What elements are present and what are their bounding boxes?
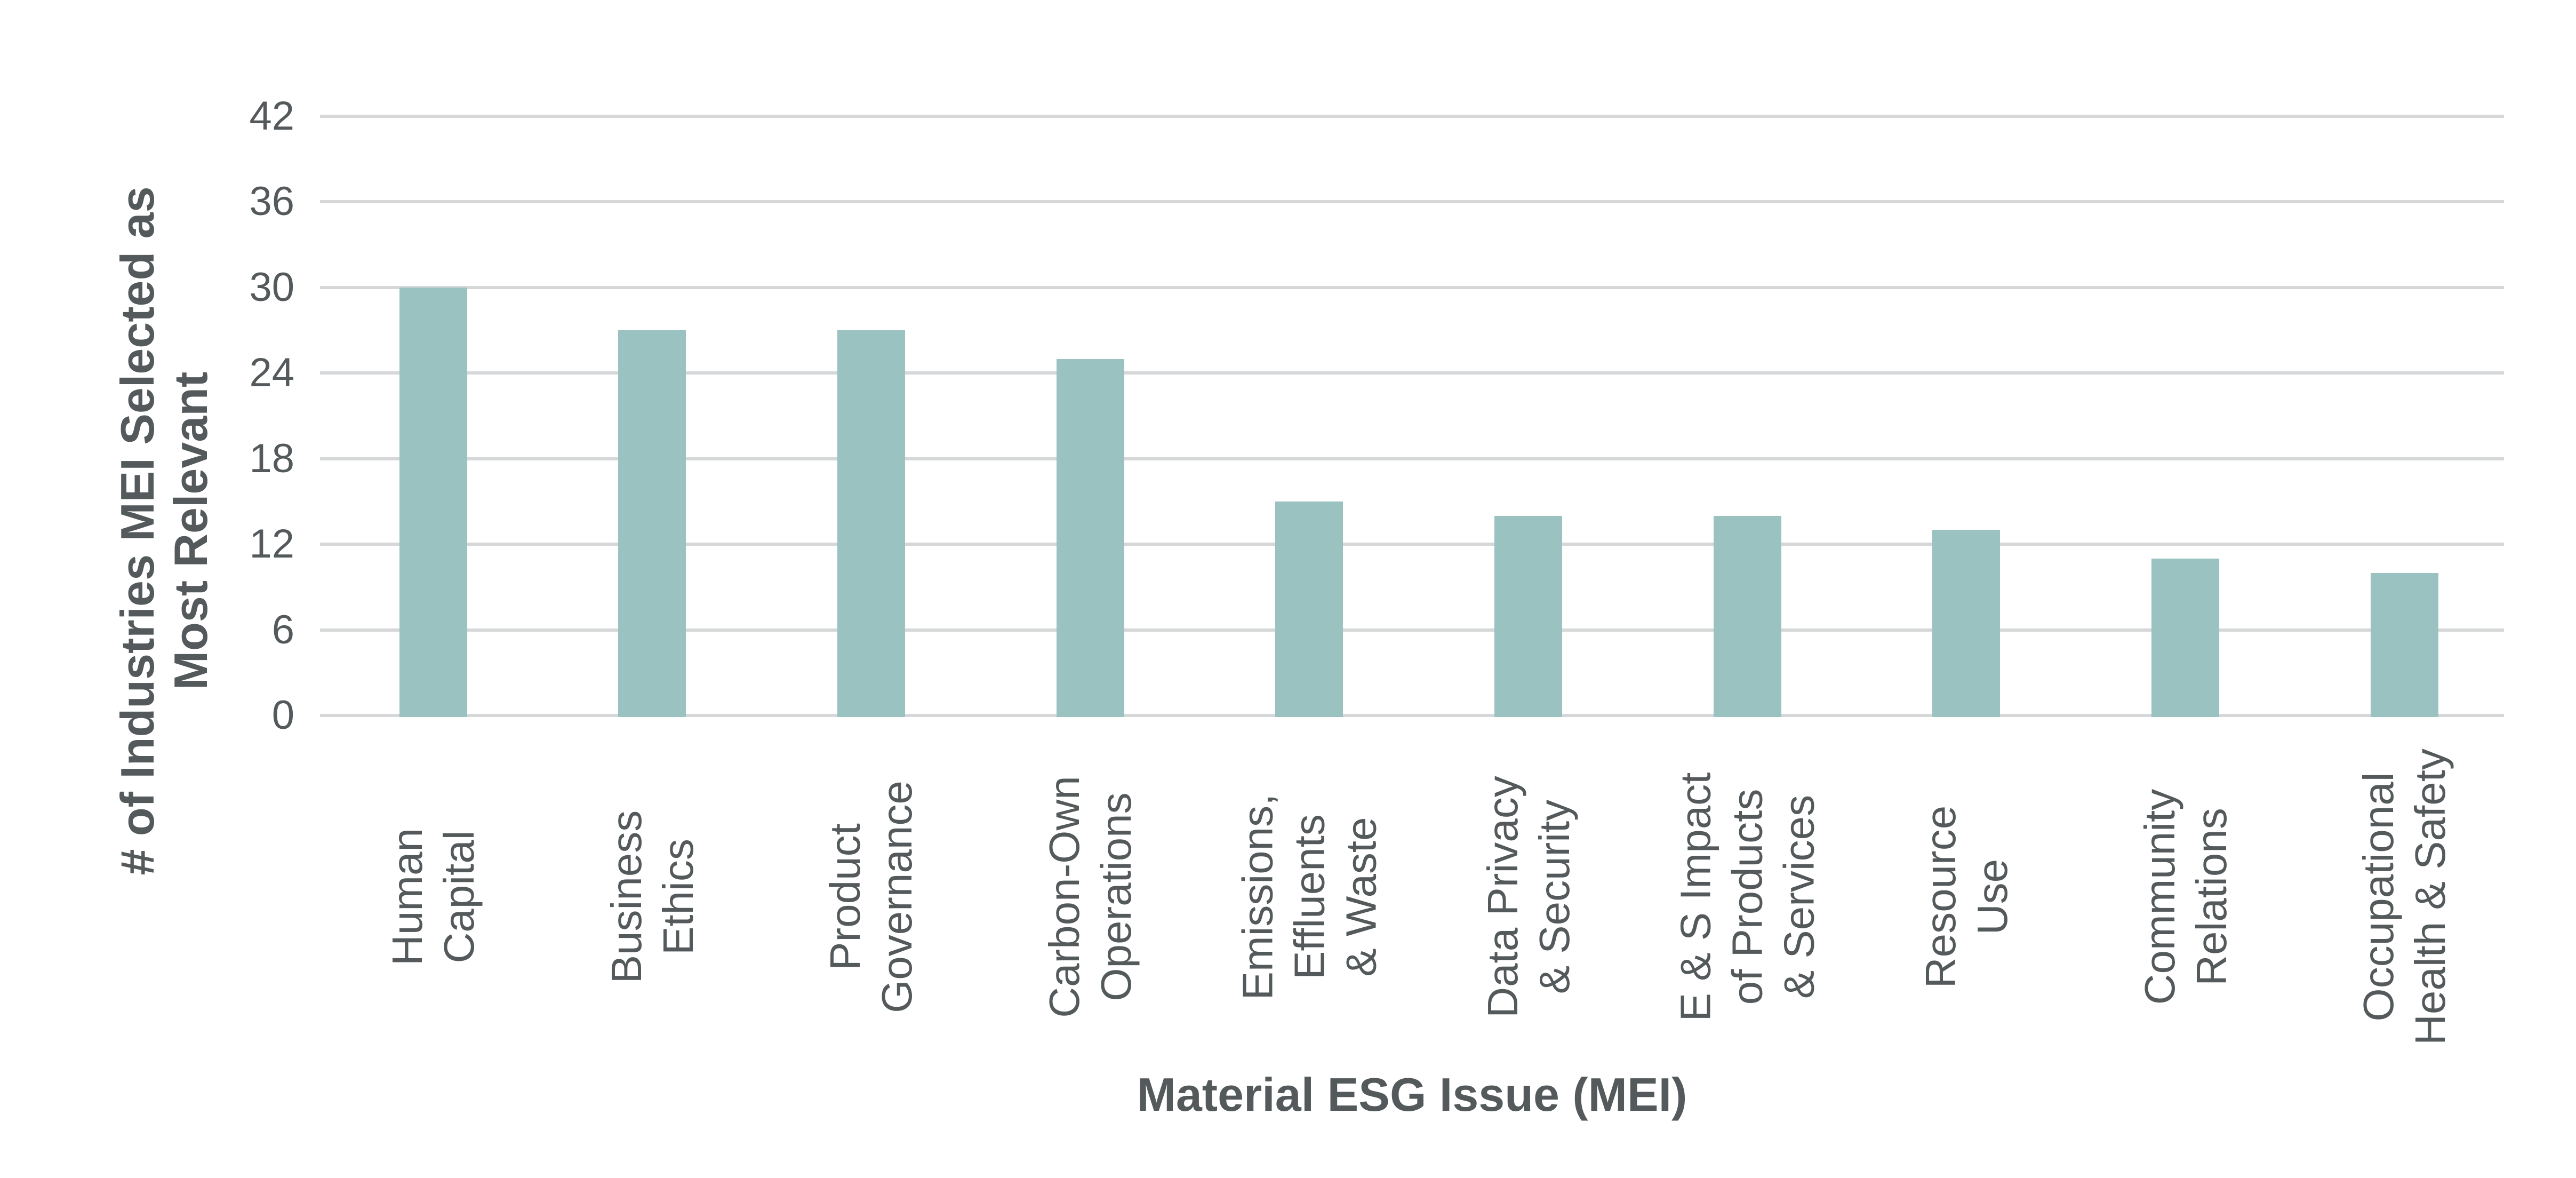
x-category-label-0: Human Capital <box>383 828 483 966</box>
bar-0 <box>399 287 467 717</box>
y-tick-label-18: 18 <box>249 435 294 481</box>
y-tick-label-6: 6 <box>271 607 294 652</box>
y-tick-label-24: 24 <box>249 350 294 396</box>
bar-8 <box>2151 558 2220 717</box>
x-category-label-8: Community Relations <box>2135 789 2235 1005</box>
gridline-y12 <box>320 543 2504 546</box>
gridline-y30 <box>320 285 2504 289</box>
gridline-y42 <box>320 114 2504 118</box>
x-category-label-5: Data Privacy & Security <box>1478 776 1578 1018</box>
y-tick-label-30: 30 <box>249 264 294 310</box>
x-axis-title: Material ESG Issue (MEI) <box>1137 1068 1687 1121</box>
bar-2 <box>837 330 905 717</box>
gridline-y24 <box>320 371 2504 375</box>
bar-9 <box>2370 572 2438 717</box>
x-category-label-9: Occupational Health & Safety <box>2355 749 2454 1045</box>
gridline-y36 <box>320 200 2504 204</box>
bar-6 <box>1713 515 1781 717</box>
x-category-label-6: E & S Impact of Products & Services <box>1671 772 1823 1022</box>
gridline-y0 <box>320 714 2504 717</box>
bar-1 <box>618 330 686 717</box>
bar-7 <box>1932 530 2001 717</box>
y-axis-title: # of Industries MEI Selected as Most Rel… <box>111 186 217 875</box>
x-category-label-2: Product Governance <box>821 781 921 1013</box>
x-category-label-4: Emissions, Effluents & Waste <box>1234 793 1385 1000</box>
y-tick-label-0: 0 <box>271 693 294 738</box>
x-category-label-3: Carbon-Own Operations <box>1041 776 1140 1018</box>
y-tick-label-12: 12 <box>249 521 294 567</box>
bar-3 <box>1056 359 1124 717</box>
gridline-y18 <box>320 457 2504 460</box>
bar-5 <box>1494 515 1562 717</box>
x-category-label-7: Resource Use <box>1916 805 2016 989</box>
bar-4 <box>1275 501 1343 717</box>
gridline-y6 <box>320 628 2504 632</box>
y-tick-label-36: 36 <box>249 179 294 225</box>
y-tick-label-42: 42 <box>249 93 294 139</box>
x-category-label-1: Business Ethics <box>602 810 702 984</box>
